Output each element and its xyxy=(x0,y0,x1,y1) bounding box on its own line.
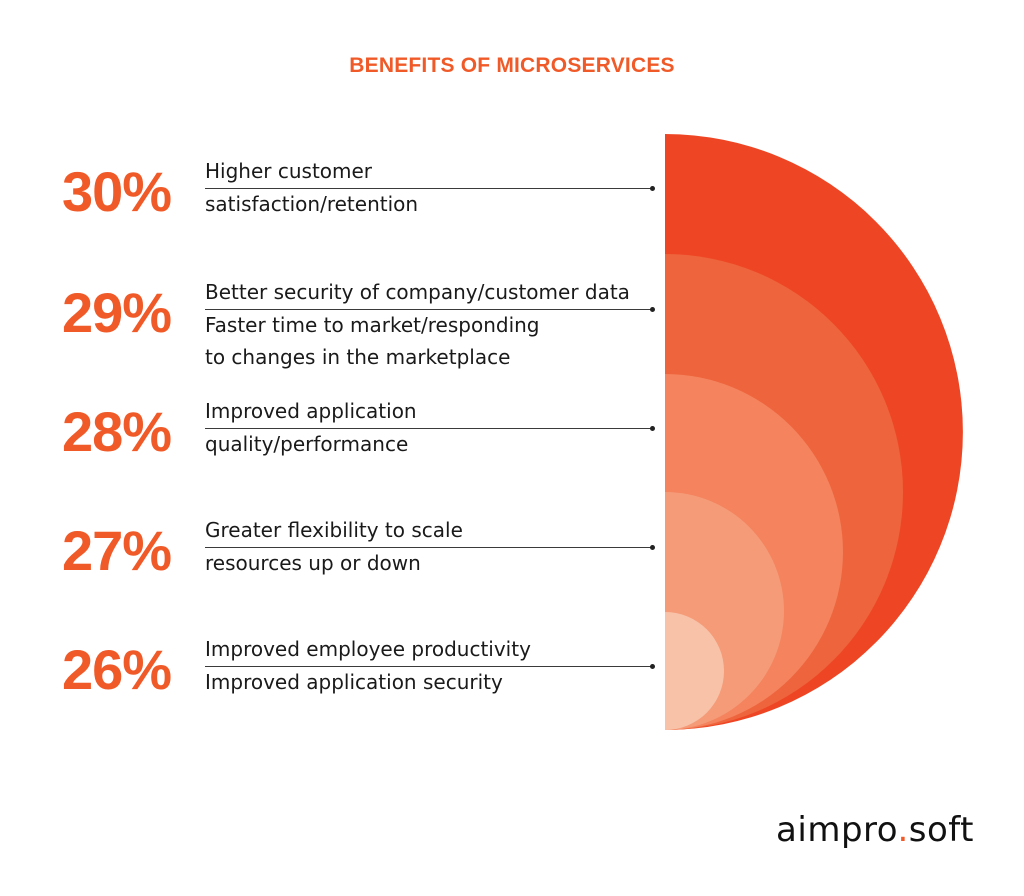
benefit-label: resources up or down xyxy=(205,551,421,575)
benefit-label: to changes in the marketplace xyxy=(205,345,511,369)
leader-line xyxy=(205,309,653,310)
leader-line xyxy=(205,547,653,548)
benefit-label: Better security of company/customer data xyxy=(205,280,630,304)
leader-dot xyxy=(650,307,655,312)
benefit-label: quality/performance xyxy=(205,432,409,456)
benefit-label: Improved application security xyxy=(205,670,503,694)
leader-line xyxy=(205,666,653,667)
benefit-label: Greater flexibility to scale xyxy=(205,518,463,542)
logo-right: soft xyxy=(908,810,974,850)
logo-left: aimpro xyxy=(776,810,898,850)
leader-dot xyxy=(650,545,655,550)
leader-dot xyxy=(650,664,655,669)
percentage-value: 26% xyxy=(62,638,172,701)
ring-26 xyxy=(665,612,724,730)
chart-title: BENEFITS OF MICROSERVICES xyxy=(349,54,675,77)
leader-line xyxy=(205,188,653,189)
percentage-value: 28% xyxy=(62,400,172,463)
benefit-label: satisfaction/retention xyxy=(205,192,419,216)
percentage-value: 27% xyxy=(62,519,172,582)
leader-line xyxy=(205,428,653,429)
benefit-label: Higher customer xyxy=(205,159,373,183)
aimprosoft-logo: aimpro.soft xyxy=(776,810,974,850)
benefit-label: Improved application xyxy=(205,399,417,423)
percentage-value: 29% xyxy=(62,281,172,344)
leader-dot xyxy=(650,426,655,431)
percentage-value: 30% xyxy=(62,160,172,223)
benefit-label: Improved employee productivity xyxy=(205,637,531,661)
logo-separator: . xyxy=(897,810,909,850)
benefit-label: Faster time to market/responding xyxy=(205,313,540,337)
leader-dot xyxy=(650,186,655,191)
